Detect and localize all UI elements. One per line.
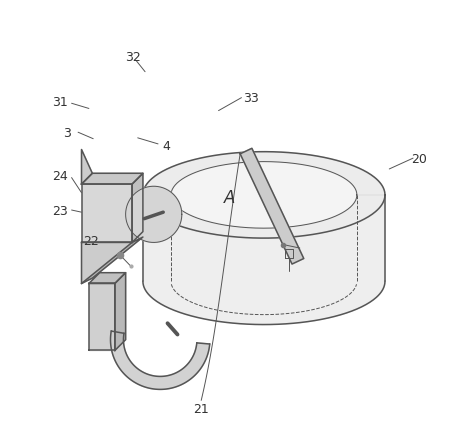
Text: 31: 31 [52,96,68,109]
Polygon shape [110,331,210,389]
Text: 21: 21 [193,402,209,415]
Text: 33: 33 [243,92,259,105]
Polygon shape [81,174,143,184]
Polygon shape [89,284,115,351]
Polygon shape [115,273,126,351]
Text: 4: 4 [163,139,170,152]
Text: 22: 22 [83,234,99,247]
Polygon shape [81,150,92,184]
Text: 32: 32 [126,51,141,64]
Polygon shape [81,237,143,284]
Polygon shape [132,174,143,243]
Polygon shape [143,152,385,239]
Text: 24: 24 [52,170,68,183]
Polygon shape [89,273,126,284]
Polygon shape [240,149,304,264]
Polygon shape [81,243,132,284]
Polygon shape [143,195,385,325]
Polygon shape [171,162,357,229]
Polygon shape [126,187,182,243]
Text: 3: 3 [63,126,71,139]
Text: 23: 23 [52,204,68,217]
Text: A: A [224,189,235,207]
Text: 20: 20 [412,152,427,165]
Polygon shape [81,184,132,243]
